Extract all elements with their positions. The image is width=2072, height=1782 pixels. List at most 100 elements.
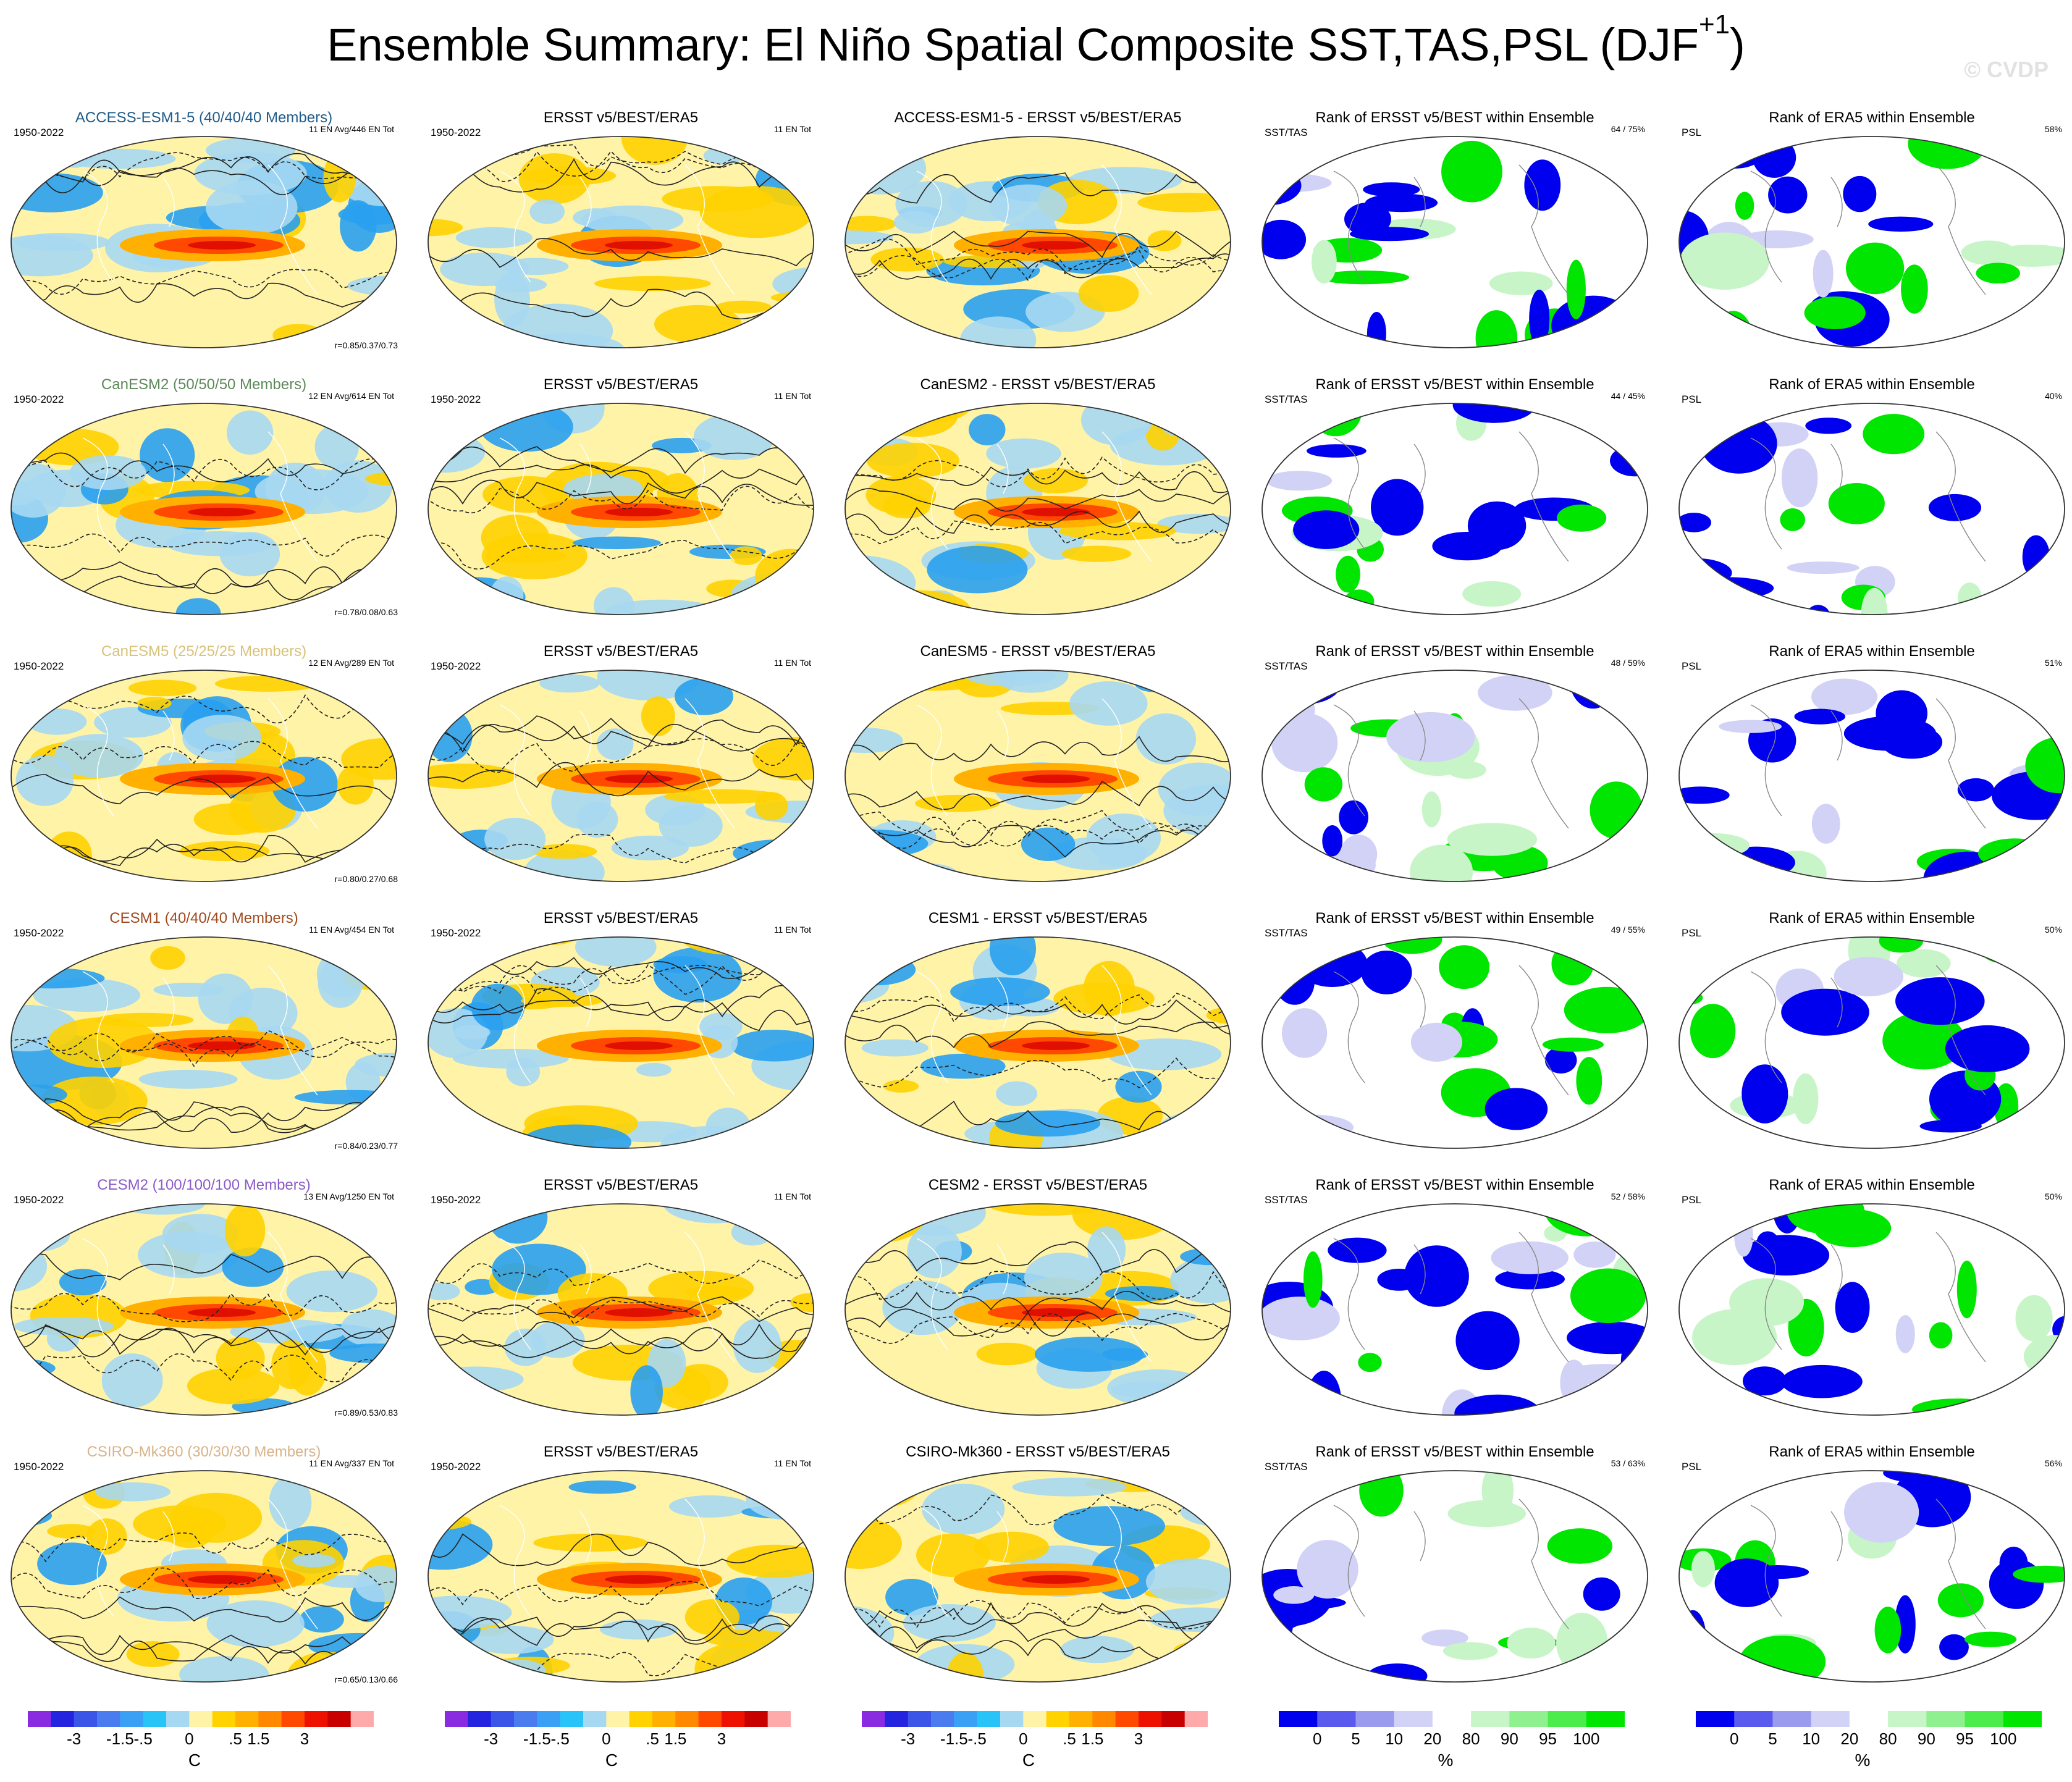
panel-left-label: SST/TAS xyxy=(1265,927,1308,939)
colorbar-swatches xyxy=(1696,1711,2042,1727)
panel-title: Rank of ERA5 within Ensemble xyxy=(1769,109,1975,126)
panel-right-label: 11 EN Tot xyxy=(773,1458,811,1468)
rank-map xyxy=(1261,670,1648,882)
colorbar-swatch xyxy=(954,1711,978,1727)
colorbar-swatch xyxy=(1069,1711,1093,1727)
colorbar-swatch xyxy=(235,1711,259,1727)
colorbar-swatch xyxy=(1811,1711,1850,1727)
panel-title: Rank of ERSST v5/BEST within Ensemble xyxy=(1315,1177,1594,1193)
panel-title: Rank of ERSST v5/BEST within Ensemble xyxy=(1315,1444,1594,1460)
rank-psl-panel: Rank of ERA5 within Ensemble PSL 50% xyxy=(1668,1169,2072,1436)
sst-map xyxy=(427,1203,814,1416)
colorbar-swatch xyxy=(468,1711,492,1727)
pattern-correlation: r=0.80/0.27/0.68 xyxy=(334,874,398,884)
colorbar-swatch xyxy=(120,1711,144,1727)
panel-left-label: SST/TAS xyxy=(1265,127,1308,138)
colorbar-swatch xyxy=(1115,1711,1139,1727)
panel-left-label: SST/TAS xyxy=(1265,660,1308,672)
colorbar-tick-label: 5 xyxy=(1351,1729,1360,1748)
rank-sst-panel: Rank of ERSST v5/BEST within Ensemble SST… xyxy=(1251,102,1659,369)
sst-map xyxy=(844,136,1231,348)
sst-map xyxy=(427,136,814,348)
panel-left-label: 1950-2022 xyxy=(14,1461,64,1473)
colorbar-tick-label: -.5 xyxy=(550,1729,570,1748)
obs-composite-panel: ERSST v5/BEST/ERA5 1950-2022 11 EN Tot xyxy=(417,102,825,369)
sst-map xyxy=(11,936,397,1149)
colorbar-tick-label: 80 xyxy=(1879,1729,1897,1748)
colorbar-rank-psl: 0 5 10 20 80 90 95 100% xyxy=(1696,1711,2042,1779)
colorbar-swatch xyxy=(97,1711,120,1727)
rank-sst-panel: Rank of ERSST v5/BEST within Ensemble SST… xyxy=(1251,1436,1659,1703)
panel-right-label: 49 / 55% xyxy=(1611,925,1645,935)
rank-map xyxy=(1678,936,2065,1149)
panel-left-label: 1950-2022 xyxy=(431,393,481,405)
panel-title: CSIRO-Mk360 - ERSST v5/BEST/ERA5 xyxy=(906,1444,1170,1460)
panel-right-label: 11 EN Tot xyxy=(773,658,811,668)
colorbar-tick-label: 0 xyxy=(602,1729,611,1748)
difference-panel: CSIRO-Mk360 - ERSST v5/BEST/ERA5 xyxy=(834,1436,1242,1703)
colorbar-swatch xyxy=(51,1711,75,1727)
model-composite-panel: CanESM5 (25/25/25 Members) 1950-2022 12 EN… xyxy=(0,636,408,902)
colorbar-swatch xyxy=(1509,1711,1549,1727)
colorbar-tick-label: 100 xyxy=(1573,1729,1600,1748)
colorbar-tick-label: .5 xyxy=(229,1729,242,1748)
colorbar-tick-label: 20 xyxy=(1423,1729,1442,1748)
panel-left-label: PSL xyxy=(1682,660,1702,672)
panel-right-label: 56% xyxy=(2044,1458,2062,1468)
rank-psl-panel: Rank of ERA5 within Ensemble PSL 58% xyxy=(1668,102,2072,369)
colorbar-swatch xyxy=(583,1711,607,1727)
panel-left-label: PSL xyxy=(1682,393,1702,405)
panel-title: Rank of ERSST v5/BEST within Ensemble xyxy=(1315,910,1594,927)
colorbar-swatch xyxy=(698,1711,722,1727)
colorbar-swatch xyxy=(885,1711,909,1727)
colorbar-swatch xyxy=(1317,1711,1356,1727)
colorbar-model-composite: -3 -1.5 -.5 0 .5 1.5 3 C xyxy=(28,1711,374,1779)
panel-left-label: 1950-2022 xyxy=(431,1194,481,1206)
panel-right-label: 52 / 58% xyxy=(1611,1192,1645,1201)
sst-map xyxy=(11,403,397,615)
colorbar-swatch xyxy=(514,1711,537,1727)
difference-panel: CanESM2 - ERSST v5/BEST/ERA5 xyxy=(834,369,1242,636)
panel-title: CanESM5 - ERSST v5/BEST/ERA5 xyxy=(920,643,1156,660)
colorbar-tick-label: -.5 xyxy=(967,1729,987,1748)
colorbar-swatch xyxy=(327,1711,352,1727)
colorbar-swatch xyxy=(1184,1711,1208,1727)
colorbar-swatch xyxy=(744,1711,769,1727)
rank-psl-panel: Rank of ERA5 within Ensemble PSL 50% xyxy=(1668,902,2072,1169)
panel-title: ERSST v5/BEST/ERA5 xyxy=(543,376,699,393)
colorbar-swatch xyxy=(1471,1711,1510,1727)
colorbar-swatch xyxy=(675,1711,699,1727)
colorbar-swatch xyxy=(74,1711,98,1727)
panel-title: CanESM5 (25/25/25 Members) xyxy=(101,643,307,660)
colorbar-tick-label: 0 xyxy=(1729,1729,1739,1748)
rank-sst-panel: Rank of ERSST v5/BEST within Ensemble SST… xyxy=(1251,369,1659,636)
panel-left-label: 1950-2022 xyxy=(431,127,481,138)
panel-title: CSIRO-Mk360 (30/30/30 Members) xyxy=(86,1444,321,1460)
panel-title: Rank of ERA5 within Ensemble xyxy=(1769,1444,1975,1460)
colorbar-swatch xyxy=(1888,1711,1927,1727)
panel-right-label: 11 EN Tot xyxy=(773,1192,811,1201)
colorbar-tick-label: 95 xyxy=(1956,1729,1974,1748)
colorbar-unit: C xyxy=(1022,1750,1035,1770)
rank-map xyxy=(1678,1470,2065,1683)
panel-title: CESM2 - ERSST v5/BEST/ERA5 xyxy=(928,1177,1148,1193)
panel-title: ERSST v5/BEST/ERA5 xyxy=(543,643,699,660)
colorbar-swatch xyxy=(606,1711,630,1727)
pattern-correlation: r=0.89/0.53/0.83 xyxy=(334,1408,398,1418)
panel-title: Rank of ERA5 within Ensemble xyxy=(1769,376,1975,393)
panel-left-label: 1950-2022 xyxy=(14,660,64,672)
rank-sst-panel: Rank of ERSST v5/BEST within Ensemble SST… xyxy=(1251,902,1659,1169)
sst-map xyxy=(11,1470,397,1683)
rank-sst-panel: Rank of ERSST v5/BEST within Ensemble SST… xyxy=(1251,636,1659,902)
sst-map xyxy=(844,670,1231,882)
colorbar-tick-label: 3 xyxy=(300,1729,310,1748)
colorbar-tick-label: .5 xyxy=(1063,1729,1076,1748)
panel-left-label: 1950-2022 xyxy=(14,127,64,138)
panel-title: CESM1 (40/40/40 Members) xyxy=(109,910,298,927)
difference-panel: ACCESS-ESM1-5 - ERSST v5/BEST/ERA5 xyxy=(834,102,1242,369)
colorbar-tick-label: 0 xyxy=(1312,1729,1322,1748)
panel-right-label: 48 / 59% xyxy=(1611,658,1645,668)
rank-map xyxy=(1678,1203,2065,1416)
colorbar-tick-label: 10 xyxy=(1802,1729,1821,1748)
panel-left-label: 1950-2022 xyxy=(14,927,64,939)
